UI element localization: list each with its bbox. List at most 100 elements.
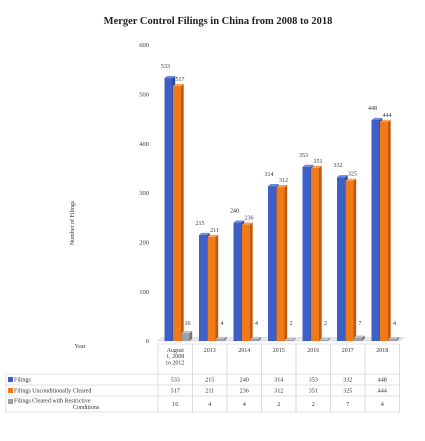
legend-key [8, 377, 13, 382]
bar-top [354, 335, 365, 338]
table-cell: 211 [205, 388, 214, 395]
data-label: 4 [393, 321, 396, 327]
table-cell: 240 [240, 377, 249, 384]
bar-side [319, 165, 322, 341]
legend-label: Filings Cleared with Restrictive [14, 399, 91, 405]
bar-top [345, 178, 357, 181]
bar-filings-cleared-with-restrictive-conditions [388, 339, 397, 341]
data-label: 215 [196, 221, 205, 227]
bar-top [337, 175, 348, 178]
bar-top [388, 336, 400, 340]
bar-filings-cleared-with-restrictive-conditions [285, 340, 293, 341]
data-label: 4 [221, 321, 224, 327]
table-cell: 517 [171, 388, 180, 395]
table-cell: 4 [243, 401, 246, 408]
data-label: 211 [210, 228, 219, 234]
category-label: 1, 2008 [166, 354, 184, 360]
bar-top [233, 220, 245, 223]
table-cell: 325 [343, 388, 352, 395]
bar-filings-unconditionally-cleared [311, 167, 319, 341]
y-axis-label: Number of Filings [69, 200, 76, 245]
data-label: 533 [161, 64, 170, 70]
bar-side [293, 337, 296, 341]
bar-filings [337, 177, 345, 341]
bar-filings-cleared-with-restrictive-conditions [354, 337, 362, 341]
bar-filings-unconditionally-cleared [276, 187, 285, 341]
table-cell: 353 [309, 377, 318, 384]
table-cell: 2 [312, 401, 315, 408]
bar-filings [302, 166, 311, 341]
category-label: to 2012 [166, 360, 184, 366]
category-label: 2013 [204, 348, 216, 354]
bar-top [302, 164, 314, 167]
x-axis-label: Year [74, 344, 85, 350]
y-tick-label: 500 [139, 92, 149, 99]
table-cell: 332 [343, 377, 352, 384]
bar-top [207, 234, 219, 237]
table-cell: 351 [309, 388, 318, 395]
bar-side [181, 83, 184, 341]
bar-side [250, 222, 253, 341]
data-label: 444 [383, 113, 392, 119]
bar-side [189, 331, 193, 341]
data-label: 312 [279, 178, 288, 184]
y-tick-label: 300 [139, 190, 149, 197]
table-cell: 312 [274, 388, 283, 395]
bar-top [276, 184, 288, 188]
chart-title: Merger Control Filings in China from 200… [104, 16, 333, 27]
y-tick-label: 400 [139, 141, 149, 148]
data-label: 448 [368, 106, 377, 112]
data-label: 351 [314, 159, 323, 165]
legend-key [8, 388, 13, 393]
table-cell: 2 [277, 401, 280, 408]
data-label: 240 [230, 209, 239, 215]
table-cell: 236 [240, 388, 249, 395]
bar-filings-unconditionally-cleared [380, 121, 388, 342]
data-label: 353 [299, 153, 308, 159]
data-label: 7 [359, 321, 362, 327]
bar-side [388, 119, 391, 341]
y-tick-label: 0 [146, 338, 149, 345]
table-cell: 16 [172, 401, 178, 408]
table-cell: 533 [171, 377, 180, 384]
bar-top [268, 183, 279, 187]
data-label: 2 [290, 321, 293, 327]
category-label: 2015 [273, 348, 285, 354]
bar-side [327, 337, 331, 341]
table-cell: 448 [378, 377, 387, 384]
bar-filings-unconditionally-cleared [173, 85, 181, 342]
bar-side [396, 336, 400, 341]
bar-top [181, 331, 193, 334]
bar-side [362, 335, 365, 341]
bar-side [258, 336, 262, 341]
category-label: 2017 [342, 348, 354, 354]
data-label: 325 [348, 172, 357, 178]
category-label: 2018 [376, 348, 388, 354]
bar-top [319, 337, 331, 341]
bar-top [311, 165, 322, 168]
category-label: August [167, 348, 185, 354]
data-label: 332 [334, 163, 343, 169]
bar-top [242, 222, 253, 225]
bar-side [215, 234, 219, 341]
y-tick-label: 200 [139, 240, 149, 247]
bar-top [380, 119, 391, 122]
table-cell: 4 [208, 401, 211, 408]
category-label: 2014 [238, 348, 250, 354]
legend-label: Filings [14, 378, 31, 384]
bar-filings [233, 222, 242, 341]
bar-filings-cleared-with-restrictive-conditions [319, 340, 328, 341]
data-label: 236 [245, 216, 254, 222]
bar-side [353, 178, 357, 341]
bar-filings-cleared-with-restrictive-conditions [181, 333, 190, 341]
y-tick-label: 600 [139, 42, 149, 49]
table-cell: 7 [346, 401, 349, 408]
bar-top [173, 83, 184, 86]
y-tick-label: 100 [139, 289, 149, 296]
data-label: 314 [265, 172, 274, 178]
bar-side [284, 184, 288, 341]
data-label: 16 [185, 321, 191, 327]
bar-filings-unconditionally-cleared [242, 224, 250, 341]
